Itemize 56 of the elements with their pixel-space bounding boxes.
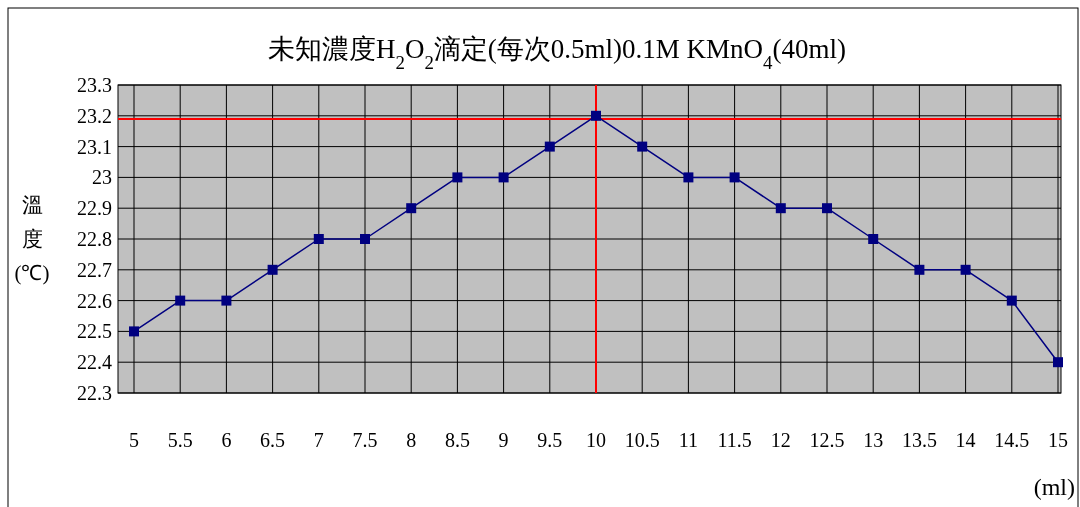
x-tick-label: 10.5: [624, 429, 660, 451]
point: [360, 234, 370, 244]
point: [175, 295, 186, 306]
point: [729, 172, 740, 183]
x-tick-label: 7.5: [352, 429, 378, 451]
y-tick-label: 23.2: [77, 104, 112, 127]
x-tick-label: 6.5: [260, 429, 286, 451]
x-tick-label: 10: [586, 429, 606, 451]
x-tick-label: 8: [406, 429, 417, 451]
point: [129, 326, 139, 337]
y-axis-title: 溫度(℃): [14, 193, 50, 285]
point: [498, 172, 509, 183]
x-tick-label: 12.5: [809, 429, 845, 451]
y-tick-label: 23: [92, 166, 112, 189]
point: [960, 264, 971, 275]
x-tick-label: 14.5: [994, 429, 1030, 451]
point: [267, 264, 278, 275]
x-tick-label: 11: [678, 429, 699, 451]
x-tick-label: 13.5: [901, 429, 937, 451]
point: [637, 141, 648, 152]
x-tick-label: 12: [770, 429, 791, 451]
x-tick-label: 11.5: [717, 429, 752, 451]
y-tick-label: 22.7: [77, 258, 112, 281]
point: [544, 141, 555, 152]
point: [406, 203, 417, 214]
point: [221, 295, 232, 306]
point: [822, 203, 832, 214]
point: [1006, 295, 1017, 306]
x-tick-label: 9: [498, 429, 509, 451]
x-tick-label: 5: [129, 429, 139, 451]
point: [313, 234, 324, 244]
point: [683, 172, 694, 183]
y-tick-label: 23.3: [77, 74, 112, 96]
x-tick-label: 13: [863, 429, 884, 451]
x-tick-label: 7: [313, 429, 324, 451]
x-axis-title: (ml): [1033, 474, 1075, 500]
y-tick-label: 22.9: [77, 197, 112, 220]
y-tick-label: 22.5: [77, 320, 112, 343]
y-tick-label: 23.1: [77, 135, 112, 158]
x-tick-label: 5.5: [167, 429, 193, 451]
x-tick-label: 8.5: [444, 429, 470, 451]
point: [868, 234, 879, 244]
y-tick-label: 22.4: [77, 351, 112, 374]
y-tick-label: 22.8: [77, 228, 112, 250]
y-tick-label: 22.3: [77, 382, 112, 404]
x-tick-label: 14: [955, 429, 976, 451]
point: [591, 110, 601, 121]
point: [1053, 357, 1063, 368]
x-tick-label: 15: [1048, 429, 1068, 451]
point: [914, 264, 925, 275]
chart-title: 未知濃度H$_{2}$O$_{2}$滴定(每次0.5ml)0.1M KMnO$_{4}$(40ml): [267, 34, 847, 73]
point: [452, 172, 463, 183]
y-tick-label: 22.6: [77, 289, 112, 312]
x-tick-label: 9.5: [537, 429, 563, 451]
point: [775, 203, 786, 214]
x-tick-label: 6: [221, 429, 232, 451]
